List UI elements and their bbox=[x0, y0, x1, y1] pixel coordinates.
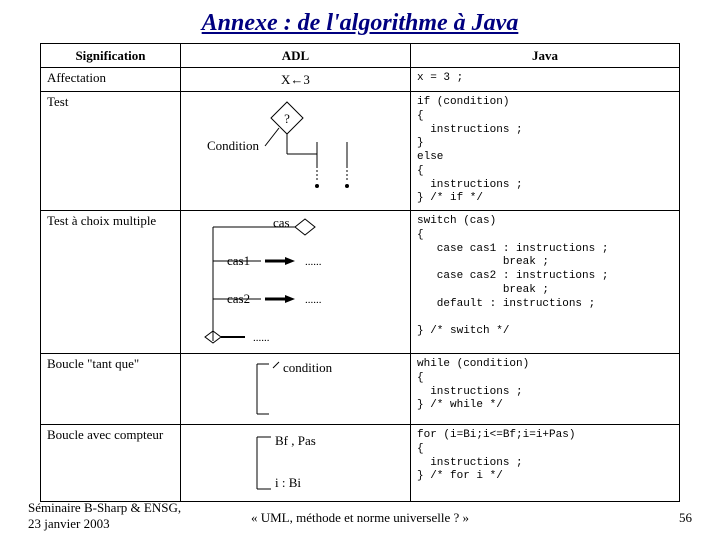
row-test: Test Condition ? bbox=[41, 92, 680, 211]
java-while: while (condition) { instructions ; } /* … bbox=[411, 354, 680, 425]
adl-while: condition bbox=[181, 354, 411, 425]
sig-switch: Test à choix multiple bbox=[41, 211, 181, 354]
java-switch: switch (cas) { case cas1 : instructions … bbox=[411, 211, 680, 354]
sig-test: Test bbox=[41, 92, 181, 211]
java-test: if (condition) { instructions ; } else {… bbox=[411, 92, 680, 211]
svg-text:......: ...... bbox=[305, 256, 322, 268]
adl-for-bottom: i : Bi bbox=[275, 475, 301, 491]
adl-switch-cas1: cas1 bbox=[227, 253, 250, 269]
sig-for: Boucle avec compteur bbox=[41, 425, 181, 502]
comparison-table: Signification ADL Java Affectation X←3 x… bbox=[40, 43, 680, 502]
adl-for-top: Bf , Pas bbox=[275, 433, 316, 449]
adl-switch-cas2: cas2 bbox=[227, 291, 250, 307]
svg-text:?: ? bbox=[284, 111, 290, 126]
adl-switch-cas: cas bbox=[273, 215, 290, 231]
row-for: Boucle avec compteur Bf , Pas i : Bi for… bbox=[41, 425, 680, 502]
header-adl: ADL bbox=[181, 44, 411, 68]
row-while: Boucle "tant que" condition while (condi… bbox=[41, 354, 680, 425]
java-affectation: x = 3 ; bbox=[411, 68, 680, 92]
sig-affectation: Affectation bbox=[41, 68, 181, 92]
sig-while: Boucle "tant que" bbox=[41, 354, 181, 425]
java-for: for (i=Bi;i<=Bf;i=i+Pas) { instructions … bbox=[411, 425, 680, 502]
svg-text:......: ...... bbox=[305, 294, 322, 306]
header-java: Java bbox=[411, 44, 680, 68]
adl-affectation: X←3 bbox=[181, 68, 411, 92]
adl-switch-diagram: ...... ...... ...... bbox=[187, 213, 405, 351]
page-title: Annexe : de l'algorithme à Java bbox=[0, 0, 720, 43]
footer-center: « UML, méthode et norme universelle ? » bbox=[0, 510, 720, 526]
svg-text:......: ...... bbox=[253, 332, 270, 344]
adl-while-label: condition bbox=[283, 360, 332, 376]
adl-for: Bf , Pas i : Bi bbox=[181, 425, 411, 502]
row-switch: Test à choix multiple cas cas1 cas2 ....… bbox=[41, 211, 680, 354]
header-signification: Signification bbox=[41, 44, 181, 68]
adl-test: Condition ? bbox=[181, 92, 411, 211]
footer-page-number: 56 bbox=[679, 510, 692, 526]
adl-switch: cas cas1 cas2 ...... bbox=[181, 211, 411, 354]
adl-test-label: Condition bbox=[207, 138, 259, 154]
header-row: Signification ADL Java bbox=[41, 44, 680, 68]
row-affectation: Affectation X←3 x = 3 ; bbox=[41, 68, 680, 92]
